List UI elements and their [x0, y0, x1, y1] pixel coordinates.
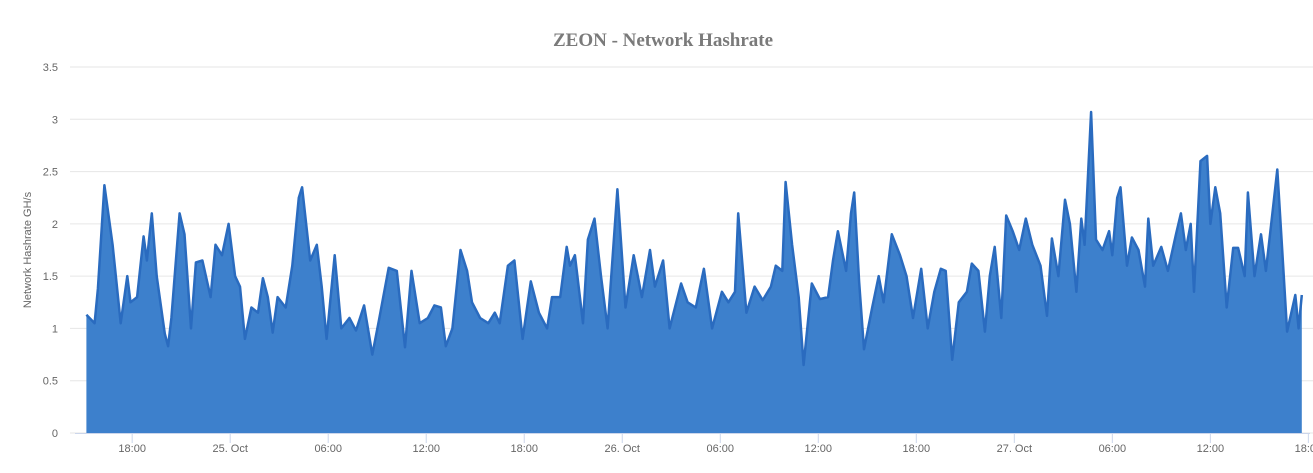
y-tick-label: 0.5	[43, 376, 58, 388]
x-tick-label: 12:00	[1197, 443, 1225, 455]
x-tick-label: 12:00	[412, 443, 440, 455]
chart-title: ZEON - Network Hashrate	[553, 30, 773, 51]
area	[86, 112, 1302, 433]
x-tick-label: 18:00	[903, 443, 931, 455]
x-tick-label: 06:00	[314, 443, 342, 455]
x-tick-label: 18:00	[1295, 443, 1313, 455]
x-tick-label: 06:00	[1099, 443, 1127, 455]
x-tick-label: 27. Oct	[997, 443, 1032, 455]
x-tick-label: 25. Oct	[212, 443, 247, 455]
x-tick-label: 26. Oct	[605, 443, 640, 455]
y-tick-label: 3	[52, 114, 58, 126]
y-tick-label: 3.5	[43, 62, 58, 74]
y-tick-label: 2.5	[43, 167, 58, 179]
x-tick-label: 12:00	[805, 443, 833, 455]
y-tick-label: 0	[52, 428, 58, 440]
x-tick-label: 06:00	[707, 443, 735, 455]
line	[85, 110, 1304, 367]
y-axis-title: Network Hashrate GH/s	[22, 191, 34, 308]
y-tick-label: 2	[52, 219, 58, 231]
x-tick-label: 18:00	[118, 443, 146, 455]
x-tick-label: 18:00	[510, 443, 538, 455]
y-tick-label: 1	[52, 323, 58, 335]
y-tick-label: 1.5	[43, 271, 58, 283]
